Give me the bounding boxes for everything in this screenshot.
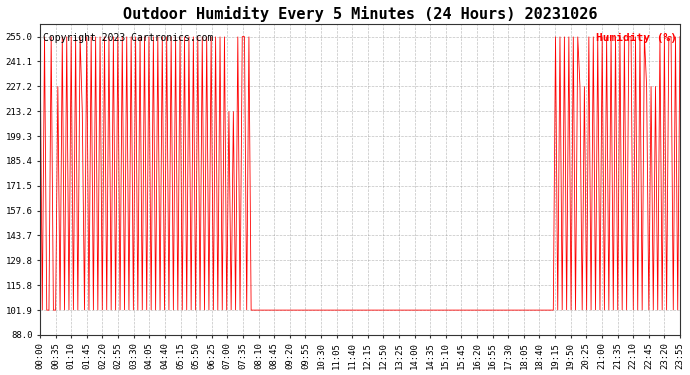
Title: Outdoor Humidity Every 5 Minutes (24 Hours) 20231026: Outdoor Humidity Every 5 Minutes (24 Hou… <box>123 6 598 21</box>
Text: Copyright 2023 Cartronics.com: Copyright 2023 Cartronics.com <box>43 33 214 44</box>
Text: Humidity (%): Humidity (%) <box>595 33 677 44</box>
